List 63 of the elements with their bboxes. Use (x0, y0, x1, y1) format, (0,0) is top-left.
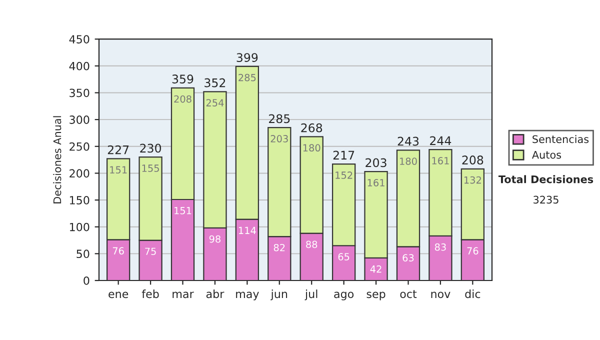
x-tick-label: dic (465, 290, 480, 298)
total-label: 285 (268, 114, 290, 124)
x-tick-label: ene (108, 292, 128, 298)
data-label: 180 (303, 144, 320, 152)
total-label: 217 (333, 150, 354, 160)
x-tick-label: abr (206, 290, 224, 298)
total-label: 203 (366, 158, 386, 168)
data-label: 254 (206, 99, 224, 106)
x-tick-label: feb (142, 290, 159, 298)
y-tick-label: 450 (69, 35, 90, 44)
x-tick-label: mar (172, 292, 194, 298)
data-label: 63 (402, 254, 414, 262)
y-tick-label: 0 (84, 276, 90, 285)
total-label: 208 (462, 156, 484, 164)
x-tick-label: nov (431, 292, 450, 298)
data-label: 75 (145, 248, 156, 256)
y-tick-label: 50 (76, 250, 90, 258)
legend-label: Sentencias (532, 135, 589, 144)
x-tick-label: sep (366, 292, 386, 300)
data-label: 151 (110, 166, 127, 174)
data-label: 152 (336, 172, 352, 179)
x-tick-label: may (236, 292, 259, 300)
data-label: 132 (464, 176, 481, 184)
x-tick-label: oct (400, 290, 417, 298)
data-label: 208 (174, 95, 192, 103)
data-label: 42 (370, 265, 382, 273)
y-tick-label: 150 (70, 196, 90, 204)
data-label: 285 (238, 74, 256, 82)
total-label: 230 (140, 144, 162, 153)
text: Total Decisiones (498, 175, 594, 184)
total-label: 352 (204, 78, 226, 88)
data-label: 114 (238, 226, 256, 234)
x-tick-label: jun (270, 290, 288, 300)
data-label: 65 (338, 253, 350, 260)
data-label: 83 (434, 243, 446, 251)
data-label: 161 (368, 179, 384, 186)
data-label: 76 (112, 247, 124, 255)
data-label: 155 (142, 164, 159, 172)
total-label: 227 (108, 145, 129, 154)
data-label: 76 (467, 247, 478, 255)
y-tick-label: 400 (69, 62, 90, 70)
text: 3235 (534, 196, 558, 204)
total-label: 359 (172, 74, 194, 84)
y-tick-label: 200 (70, 169, 90, 178)
data-label: 203 (270, 135, 288, 142)
x-tick-label: ago (334, 292, 354, 300)
y-axis-title: Decisiones Anual (53, 116, 62, 204)
total-label: 268 (301, 123, 322, 132)
data-label: 88 (306, 240, 318, 248)
data-label: 82 (274, 244, 285, 252)
y-tick-label: 100 (70, 222, 90, 232)
data-label: 151 (174, 207, 192, 214)
legend-label: Autos (532, 150, 562, 159)
data-label: 161 (432, 157, 449, 164)
y-tick-label: 250 (70, 142, 90, 151)
x-tick-label: jul (304, 290, 318, 300)
data-label: 180 (400, 158, 417, 165)
data-label: 98 (209, 235, 220, 243)
y-tick-label: 350 (70, 88, 90, 98)
total-label: 243 (398, 136, 419, 146)
total-label: 244 (430, 136, 452, 146)
y-tick-label: 300 (70, 116, 90, 124)
total-label: 399 (236, 53, 258, 62)
